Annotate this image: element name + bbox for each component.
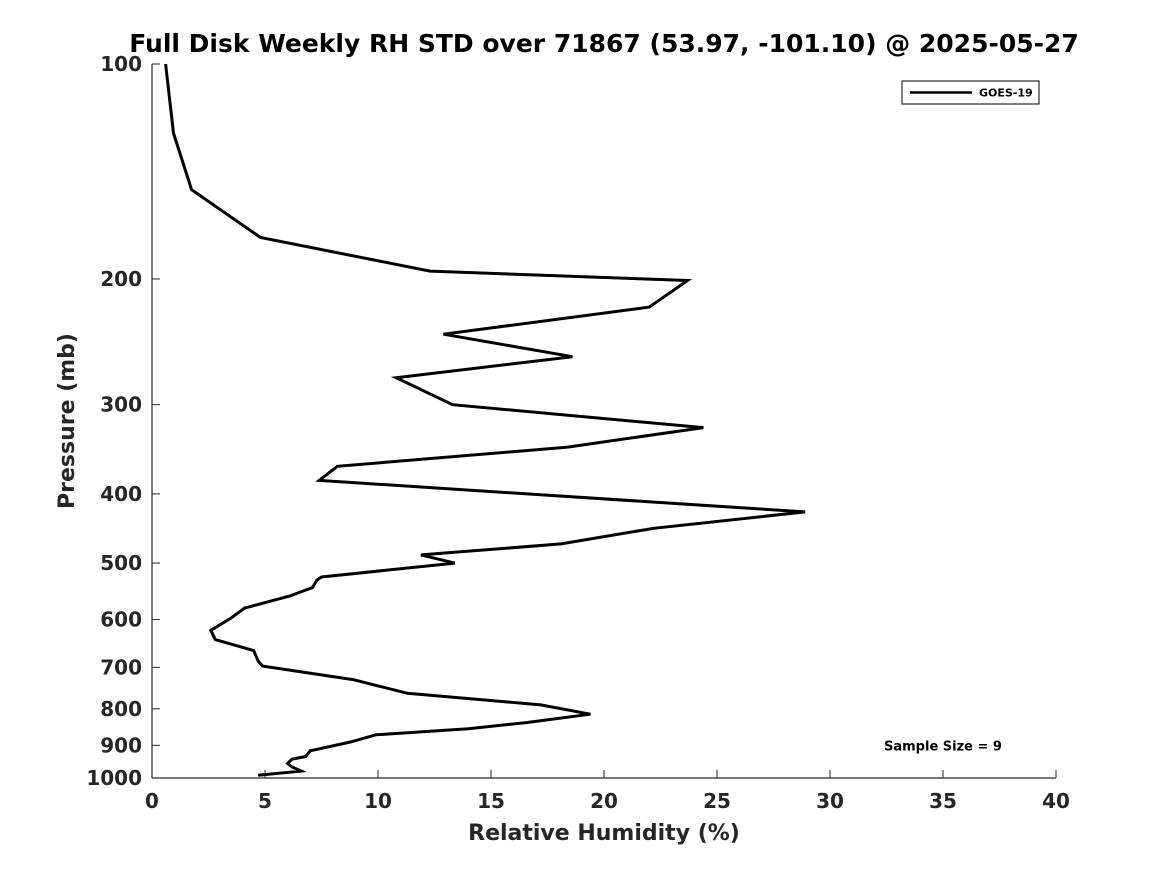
x-tick-label: 40: [1042, 789, 1070, 813]
x-ticks: 0 5 10 15 20 25 30 35 40: [145, 770, 1070, 813]
y-tick-label: 800: [100, 697, 142, 721]
x-tick-label: 20: [590, 789, 618, 813]
y-tick-label: 700: [100, 655, 142, 679]
sample-size-annotation: Sample Size = 9: [884, 739, 1002, 754]
x-tick-label: 25: [703, 789, 731, 813]
y-tick-label: 300: [100, 393, 142, 417]
y-ticks: 100 200 300 400 500 600 700 800 900 1000: [86, 52, 160, 790]
chart-title: Full Disk Weekly RH STD over 71867 (53.9…: [129, 29, 1079, 58]
series-line-goes-19: [164, 63, 806, 777]
x-tick-label: 5: [258, 789, 272, 813]
series-group: [164, 63, 806, 777]
x-tick-label: 10: [364, 789, 392, 813]
y-axis-label: Pressure (mb): [55, 333, 80, 509]
y-tick-label: 200: [100, 267, 142, 291]
x-tick-label: 35: [929, 789, 957, 813]
y-tick-label: 600: [100, 608, 142, 632]
x-tick-label: 0: [145, 789, 159, 813]
y-tick-label: 400: [100, 482, 142, 506]
y-tick-label: 500: [100, 551, 142, 575]
y-tick-label: 900: [100, 733, 142, 757]
x-tick-label: 30: [816, 789, 844, 813]
x-axis-label: Relative Humidity (%): [468, 821, 740, 846]
y-tick-label: 100: [100, 52, 142, 76]
x-tick-label: 15: [477, 789, 505, 813]
legend-label-goes-19: GOES-19: [979, 87, 1033, 100]
annotations: Sample Size = 9: [884, 739, 1002, 754]
y-tick-label: 1000: [86, 766, 142, 790]
legend: GOES-19: [901, 80, 1040, 105]
